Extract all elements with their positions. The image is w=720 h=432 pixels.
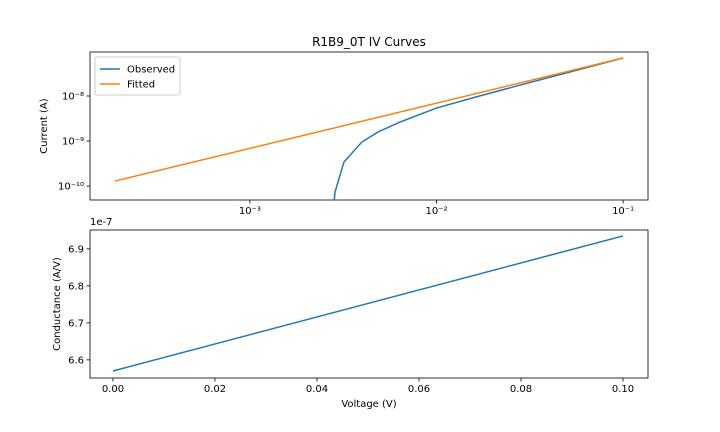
y-tick-label: 10⁻⁸ xyxy=(62,92,84,103)
y-tick-label: 6.9 xyxy=(68,244,84,255)
x-tick-label: 0.04 xyxy=(306,384,328,395)
y-tick-label: 10⁻¹⁰ xyxy=(58,182,84,193)
series-line xyxy=(114,57,624,182)
x-tick-label: 0.08 xyxy=(510,384,532,395)
plot-area xyxy=(89,229,649,379)
series-line xyxy=(112,235,624,372)
y-tick-label: 6.6 xyxy=(68,355,84,366)
plot-area xyxy=(89,51,649,201)
chart-title: R1B9_0T IV Curves xyxy=(312,35,426,49)
x-tick-label: 10⁻¹ xyxy=(612,206,634,217)
x-tick-label: 10⁻² xyxy=(425,206,447,217)
y-tick-label: 10⁻⁹ xyxy=(62,137,84,148)
series-line xyxy=(333,57,624,200)
x-axis-label: Voltage (V) xyxy=(341,399,396,410)
offset-text: 1e-7 xyxy=(90,217,113,228)
y-tick-label: 6.8 xyxy=(68,281,84,292)
x-tick-label: 10⁻³ xyxy=(239,206,261,217)
x-tick-label: 0.02 xyxy=(204,384,226,395)
legend-label: Fitted xyxy=(127,80,155,91)
y-tick-label: 6.7 xyxy=(68,318,84,329)
x-tick-label: 0.00 xyxy=(102,384,124,395)
y-axis-label: Conductance (A/V) xyxy=(52,257,63,351)
y-axis-label: Current (A) xyxy=(39,98,50,153)
legend-box xyxy=(94,56,181,96)
x-tick-label: 0.10 xyxy=(612,384,634,395)
legend-label: Observed xyxy=(127,65,175,76)
x-tick-label: 0.06 xyxy=(408,384,430,395)
